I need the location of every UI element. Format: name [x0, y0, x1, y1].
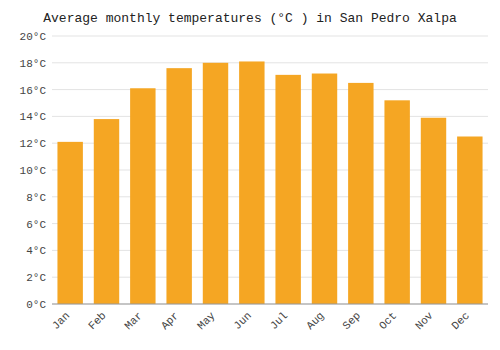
x-tick-label: Jan	[50, 310, 72, 332]
x-tick-label: Oct	[377, 310, 399, 332]
bar	[384, 100, 409, 304]
y-tick-label: 6°C	[26, 219, 46, 231]
x-tick-label: Dec	[449, 310, 471, 332]
bar	[348, 83, 373, 304]
y-tick-label: 4°C	[26, 245, 46, 257]
x-tick-label: Nov	[413, 309, 436, 332]
bar	[94, 119, 119, 304]
grid	[52, 36, 488, 304]
x-tick-label: Aug	[304, 310, 326, 332]
bar	[166, 68, 191, 304]
chart-title: Average monthly temperatures (°C ) in Sa…	[43, 11, 457, 26]
bar	[239, 61, 264, 304]
y-tick-label: 20°C	[20, 31, 47, 43]
x-tick-label: Sep	[340, 310, 362, 332]
x-tick-label: Jun	[231, 310, 253, 332]
y-tick-label: 18°C	[20, 58, 47, 70]
x-tick-label: Feb	[86, 310, 108, 332]
y-tick-label: 16°C	[20, 85, 47, 97]
bar	[275, 75, 300, 304]
x-tick-label: Apr	[159, 310, 181, 332]
chart-container: Average monthly temperatures (°C ) in Sa…	[0, 0, 500, 350]
grid-line	[52, 62, 488, 63]
y-tick-label: 14°C	[20, 111, 47, 123]
y-tick-label: 2°C	[26, 272, 46, 284]
x-tick-label: Mar	[122, 310, 144, 332]
x-axis-line	[52, 304, 488, 305]
bar	[312, 74, 337, 304]
grid-line	[52, 89, 488, 90]
bar	[203, 63, 228, 304]
chart-svg: Average monthly temperatures (°C ) in Sa…	[0, 0, 500, 350]
bar	[130, 88, 155, 304]
grid-line	[52, 116, 488, 117]
y-tick-label: 12°C	[20, 138, 47, 150]
y-tick-label: 0°C	[26, 299, 46, 311]
x-tick-label: May	[195, 309, 218, 332]
grid-line	[52, 36, 488, 37]
x-tick-label: Jul	[268, 310, 290, 332]
bar	[57, 142, 82, 304]
bar	[457, 137, 482, 305]
grid-line	[52, 304, 488, 305]
y-tick-label: 8°C	[26, 192, 46, 204]
bar	[421, 118, 446, 304]
y-tick-label: 10°C	[20, 165, 47, 177]
bars	[57, 61, 482, 304]
